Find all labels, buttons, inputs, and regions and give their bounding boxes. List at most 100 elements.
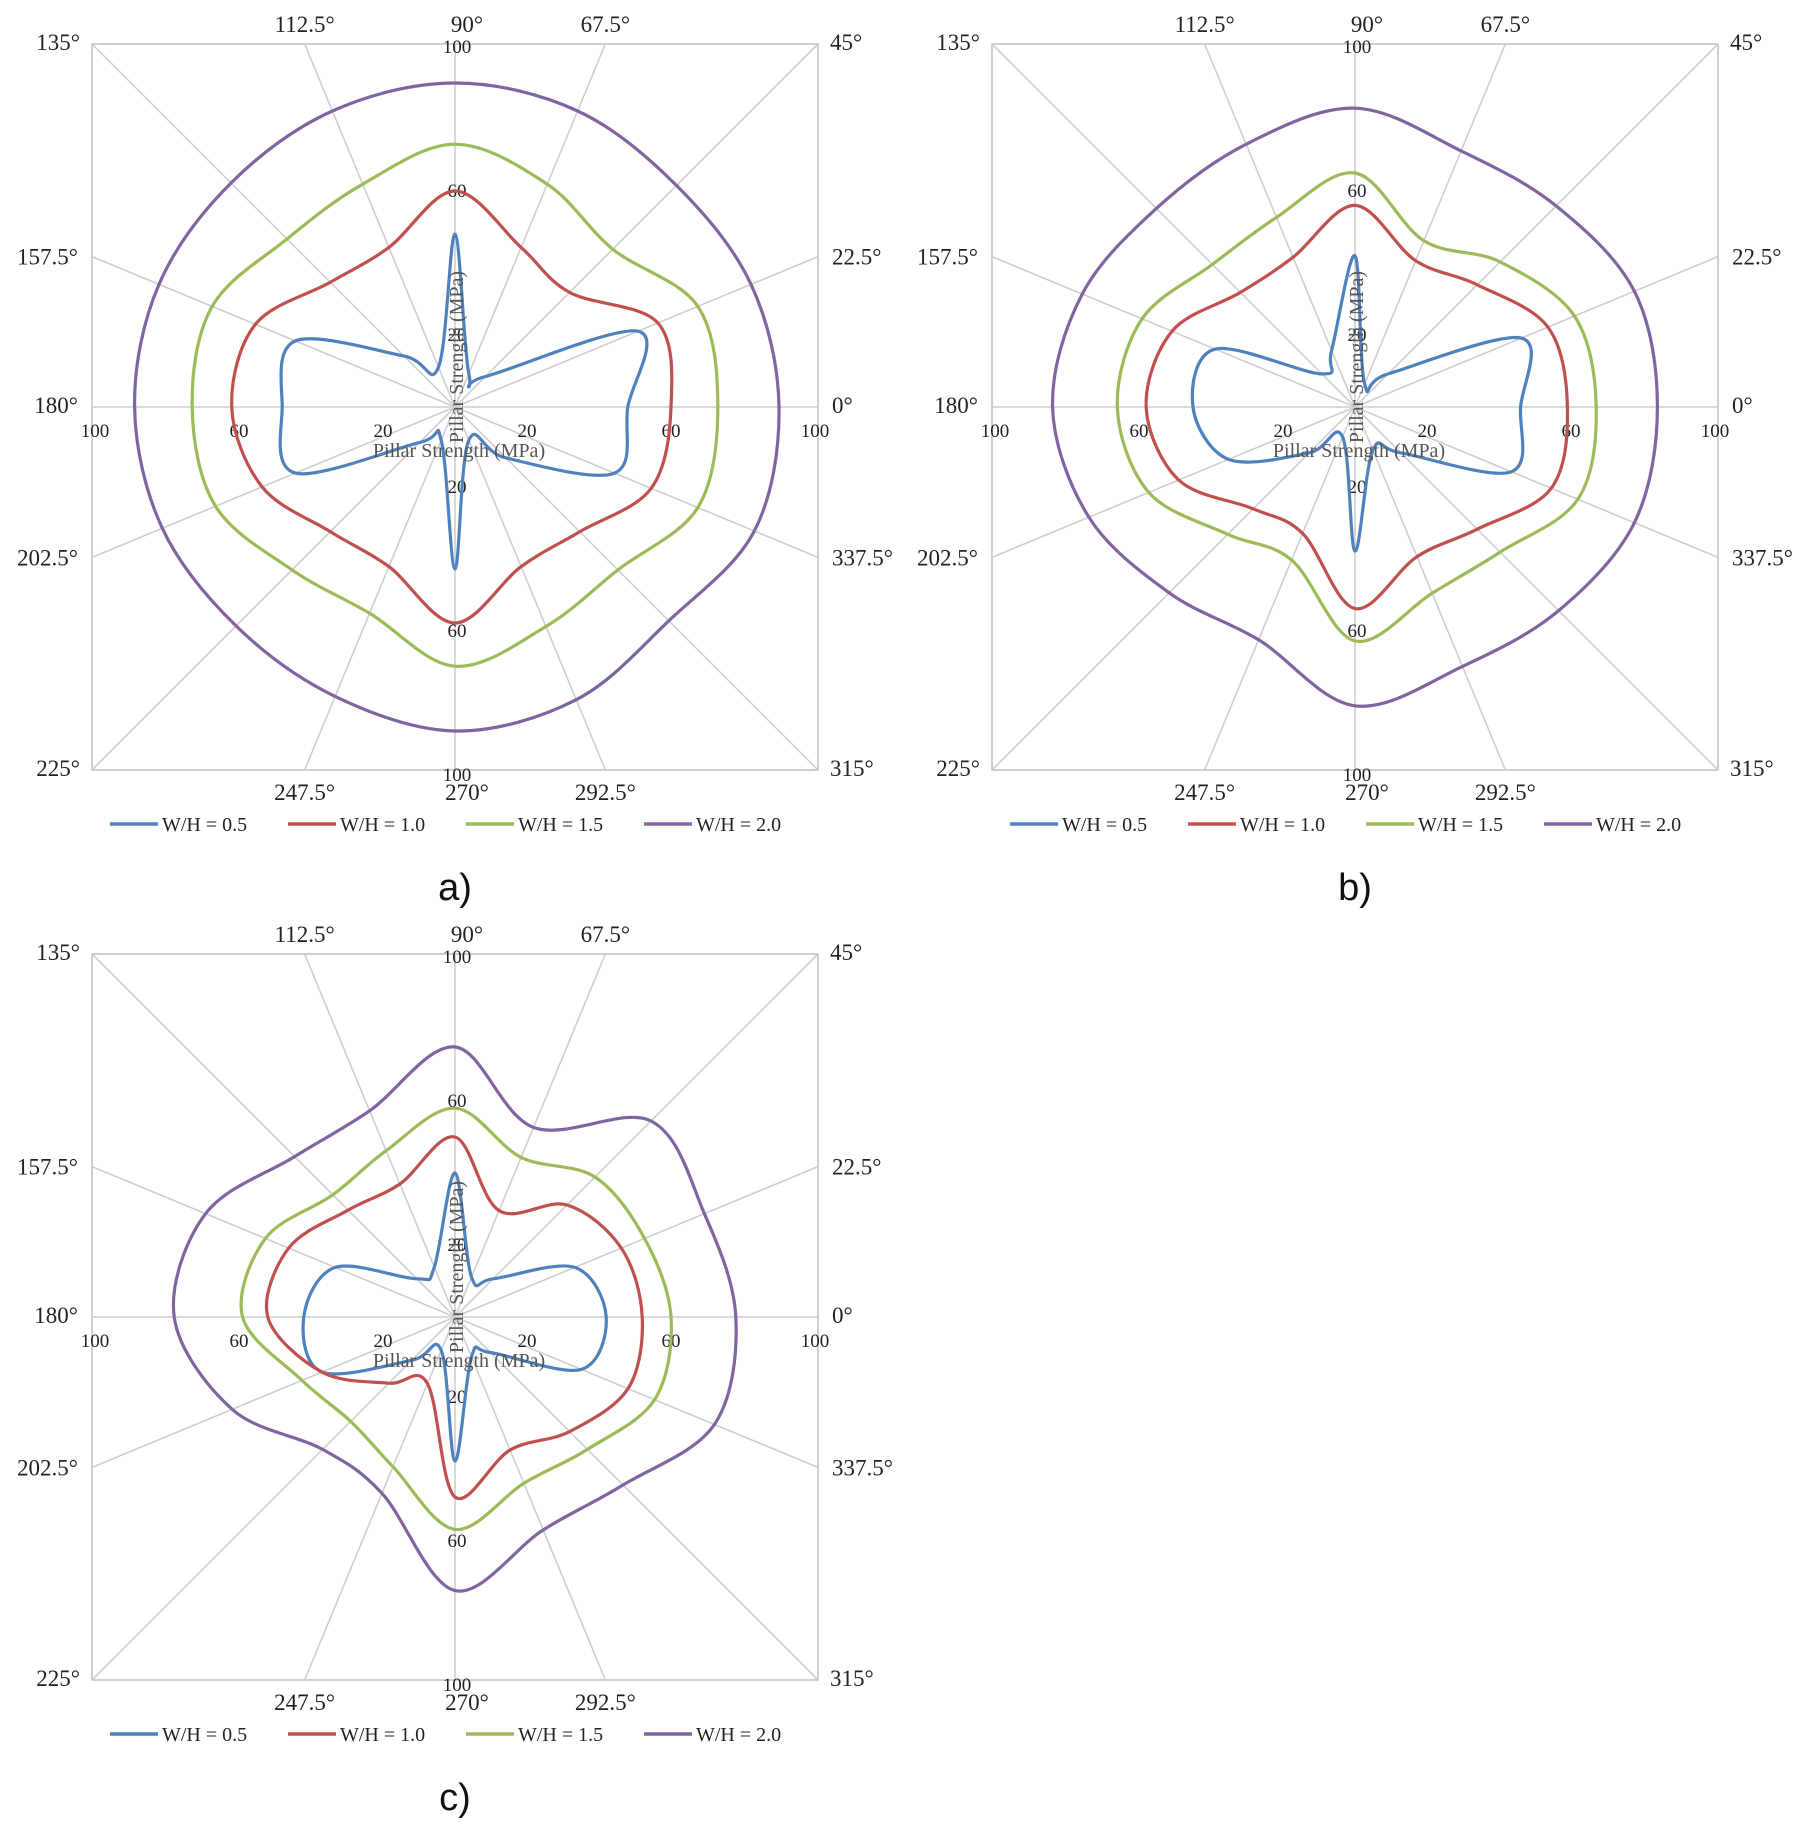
radial-tick-label: 60 <box>1348 181 1367 202</box>
grid-spoke <box>91 255 456 408</box>
angle-label: 202.5° <box>917 545 978 570</box>
grid-spoke <box>1354 406 1719 559</box>
grid-spoke <box>1354 255 1719 408</box>
radial-tick-label: 60 <box>662 421 681 442</box>
chart-panel-b: 20 20 20 20 60 60 60 60 100 100 100 100 Pillar Stren… <box>900 0 1800 909</box>
grid-spoke <box>454 1316 607 1681</box>
radial-tick-label: 60 <box>1562 421 1581 442</box>
angle-label: 180° <box>34 1303 78 1328</box>
legend-label: W/H = 0.5 <box>162 1724 247 1746</box>
radial-tick-label: 100 <box>1343 37 1372 58</box>
grid-spoke <box>91 406 456 559</box>
angle-label: 22.5° <box>832 1155 881 1180</box>
grid-spoke <box>991 406 1356 559</box>
series-line-1 <box>230 189 674 625</box>
legend-item-2: W/H = 1.5 <box>466 1724 603 1746</box>
angle-label: 270° <box>445 780 489 805</box>
legend-label: W/H = 1.5 <box>1418 814 1503 836</box>
radial-tick-label: 100 <box>81 421 110 442</box>
legend-label: W/H = 2.0 <box>1596 814 1681 836</box>
angle-label: 67.5° <box>581 12 630 37</box>
angle-label: 292.5° <box>575 1690 636 1715</box>
radial-tick-label: 100 <box>1343 765 1372 786</box>
angle-label: 247.5° <box>1174 780 1235 805</box>
grid-spoke <box>454 1316 819 1469</box>
legend-item-0: W/H = 0.5 <box>110 1724 247 1746</box>
grid-spoke <box>1354 406 1719 771</box>
radial-tick-label: 100 <box>443 1675 472 1696</box>
legend-item-1: W/H = 1.0 <box>1188 814 1325 836</box>
grid-spoke <box>1203 406 1356 771</box>
radial-tick-label: 60 <box>1348 621 1367 642</box>
legend-label: W/H = 1.0 <box>1240 814 1325 836</box>
angle-label: 247.5° <box>274 780 335 805</box>
legend-item-2: W/H = 1.5 <box>1366 814 1503 836</box>
angle-label: 22.5° <box>832 245 881 270</box>
angle-label: 0° <box>832 393 853 418</box>
angle-label: 67.5° <box>581 922 630 947</box>
angle-label: 202.5° <box>17 545 78 570</box>
series-line-2 <box>239 1106 673 1532</box>
angle-label: 337.5° <box>1732 545 1793 570</box>
angle-label: 292.5° <box>575 780 636 805</box>
grid-spoke <box>91 1316 456 1681</box>
axis-title-horizontal: Pillar Strength (MPa) <box>1273 440 1445 462</box>
grid-spoke <box>91 953 456 1318</box>
radial-tick-label: 100 <box>443 765 472 786</box>
grid-spoke <box>454 43 819 408</box>
angle-label: 45° <box>830 30 862 55</box>
angle-label: 90° <box>451 12 483 37</box>
radial-tick-label: 20 <box>448 1235 467 1256</box>
legend-label: W/H = 1.5 <box>518 1724 603 1746</box>
angle-label: 135° <box>36 30 80 55</box>
grid-spoke <box>454 406 819 771</box>
grid-spoke <box>454 953 819 1318</box>
series-line-3 <box>1050 106 1659 708</box>
grid-spoke <box>1354 406 1507 771</box>
angle-label: 112.5° <box>275 922 335 947</box>
angle-label: 112.5° <box>275 12 335 37</box>
legend-item-1: W/H = 1.0 <box>288 814 425 836</box>
grid-spoke <box>454 406 607 771</box>
legend-label: W/H = 1.5 <box>518 814 603 836</box>
radial-tick-label: 20 <box>518 421 537 442</box>
grid-spoke <box>454 43 607 408</box>
axis-title-vertical: Pillar Strength (MPa) <box>1346 271 1368 443</box>
angle-label: 0° <box>832 1303 853 1328</box>
angle-label: 270° <box>1345 780 1389 805</box>
radial-tick-label: 20 <box>374 1331 393 1352</box>
angle-label: 135° <box>936 30 980 55</box>
radial-tick-label: 100 <box>443 37 472 58</box>
legend-label: W/H = 0.5 <box>1062 814 1147 836</box>
panel-label: a) <box>438 867 472 909</box>
angle-label: 90° <box>1351 12 1383 37</box>
radial-tick-label: 60 <box>1130 421 1149 442</box>
angle-label: 22.5° <box>1732 245 1781 270</box>
radial-tick-label: 20 <box>1274 421 1293 442</box>
legend-label: W/H = 2.0 <box>696 1724 781 1746</box>
radial-tick-label: 100 <box>443 947 472 968</box>
axis-title-vertical: Pillar Strength (MPa) <box>446 271 468 443</box>
radial-tick-label: 20 <box>1348 477 1367 498</box>
chart-panel-a: 20 20 20 20 60 60 60 60 100 100 100 100 Pillar Stren… <box>0 0 900 909</box>
radial-tick-label: 60 <box>448 1531 467 1552</box>
angle-label: 292.5° <box>1475 780 1536 805</box>
axis-title-horizontal: Pillar Strength (MPa) <box>373 1350 545 1372</box>
chart-panel-c: 20 20 20 20 60 60 60 60 100 100 100 100 Pillar Stren… <box>0 910 900 1819</box>
angle-label: 45° <box>830 940 862 965</box>
angle-label: 315° <box>1730 756 1774 781</box>
angle-label: 247.5° <box>274 1690 335 1715</box>
legend-item-0: W/H = 0.5 <box>1010 814 1147 836</box>
angle-label: 67.5° <box>1481 12 1530 37</box>
radial-tick-label: 60 <box>448 621 467 642</box>
grid-spoke <box>991 43 1356 408</box>
series-line-2 <box>1115 171 1598 644</box>
legend-item-0: W/H = 0.5 <box>110 814 247 836</box>
grid-spoke <box>303 406 456 771</box>
panel-label: c) <box>439 1777 471 1819</box>
legend-label: W/H = 0.5 <box>162 814 247 836</box>
radial-tick-label: 20 <box>374 421 393 442</box>
angle-label: 270° <box>445 1690 489 1715</box>
